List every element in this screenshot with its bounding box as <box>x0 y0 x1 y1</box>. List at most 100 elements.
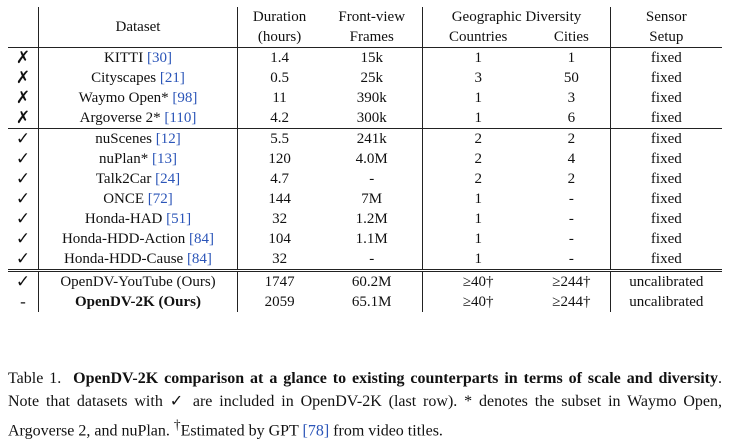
citation-link[interactable]: [21] <box>159 70 185 86</box>
duration-cell: 4.2 <box>237 108 322 129</box>
cities-cell: 50 <box>563 70 579 86</box>
countries-cell: 1 <box>422 209 534 229</box>
countries-cell: 3 <box>422 68 534 88</box>
mark-cell: ✓ <box>15 229 31 248</box>
frames-cell: 300k <box>356 110 387 126</box>
sensor-cell: uncalibrated <box>609 292 722 312</box>
countries-cell: 1 <box>422 88 534 108</box>
caption-text: . Note that datasets with <box>8 370 723 410</box>
duration-cell: 2059 <box>237 292 322 312</box>
duration-cell: 120 <box>237 149 322 169</box>
sensor-cell: fixed <box>609 88 722 108</box>
sensor-cell: fixed <box>609 128 722 149</box>
table-row: ✓ nuScenes [12] 5.5 241k 2 2 fixed <box>8 128 722 149</box>
mark-cell: ✗ <box>15 88 31 107</box>
citation-link[interactable]: [30] <box>146 50 172 66</box>
dataset-name: OpenDV-YouTube (Ours) <box>60 274 216 290</box>
cities-cell: 2 <box>567 171 576 187</box>
dataset-cell: Cityscapes [21] <box>38 68 238 88</box>
citation-link[interactable]: [84] <box>186 251 212 267</box>
duration-cell: 1747 <box>237 269 322 292</box>
countries-cell: 1 <box>422 249 534 271</box>
mark-header <box>8 7 39 48</box>
citation-link[interactable]: [84] <box>189 231 215 247</box>
dataset-name: Talk2Car <box>95 171 156 187</box>
citation-link[interactable]: [72] <box>147 191 173 207</box>
dataset-name: Argoverse 2* <box>79 110 165 126</box>
dataset-name: Honda-HDD-Action <box>61 231 190 247</box>
frames-cell: 1.2M <box>355 211 388 227</box>
header-frames: Front-view <box>338 9 406 25</box>
duration-cell: 0.5 <box>237 68 322 88</box>
header-row-1: Dataset Duration Front-view Geographic D… <box>8 7 722 48</box>
dataset-cell: nuPlan* [13] <box>38 149 238 169</box>
mark-cell: ✗ <box>15 68 31 87</box>
header-cities: Cities <box>553 29 589 45</box>
citation-link[interactable]: [98] <box>172 90 198 106</box>
countries-cell: 2 <box>422 169 534 189</box>
dataset-cell: Honda-HAD [51] <box>38 209 238 229</box>
cities-cell: - <box>568 251 574 267</box>
frames-cell: 4.0M <box>355 151 388 167</box>
cities-cell: 2 <box>533 128 611 149</box>
cities-cell: - <box>568 231 574 247</box>
sensor-cell: fixed <box>609 68 722 88</box>
countries-cell: ≥40† <box>422 269 534 292</box>
table-row: ✗ Cityscapes [21] 0.5 25k 3 50 fixed <box>8 68 722 88</box>
checkmark-symbol: ✓ <box>169 393 186 410</box>
mark-cell: ✓ <box>15 209 31 228</box>
citation-link[interactable]: [24] <box>155 171 181 187</box>
dataset-name: Waymo Open* <box>78 90 173 106</box>
sensor-cell: fixed <box>609 189 722 209</box>
caption-title: OpenDV-2K comparison at a glance to exis… <box>73 370 719 387</box>
header-sensor-sub: Setup <box>609 27 722 48</box>
caption-label: Table 1. <box>8 370 62 387</box>
sensor-cell: fixed <box>609 169 722 189</box>
citation-link[interactable]: [51] <box>166 211 192 227</box>
header-dataset: Dataset <box>38 7 238 48</box>
cities-cell: - <box>568 191 574 207</box>
header-sensor: Sensor <box>609 7 722 27</box>
citation-link[interactable]: [78] <box>302 422 330 440</box>
mark-cell: - <box>20 292 26 311</box>
header-duration-unit: (hours) <box>237 27 322 48</box>
countries-cell: 2 <box>422 128 534 149</box>
duration-cell: 11 <box>237 88 322 108</box>
mark-cell: ✗ <box>8 47 39 68</box>
table-row: ✓ OpenDV-YouTube (Ours) 1747 60.2M ≥40† … <box>8 269 722 292</box>
cities-cell: 1 <box>533 47 611 68</box>
dataset-cell: Honda-HDD-Cause [84] <box>38 249 238 271</box>
table-row: ✗ KITTI [30] 1.4 15k 1 1 fixed <box>8 47 722 68</box>
table-row: ✓ Honda-HAD [51] 32 1.2M 1 - fixed <box>8 209 722 229</box>
frames-cell: 65.1M <box>351 294 392 310</box>
countries-cell: 1 <box>422 47 534 68</box>
comparison-table: Dataset Duration Front-view Geographic D… <box>8 7 722 312</box>
dataset-name: Cityscapes <box>91 70 160 86</box>
countries-cell: 1 <box>422 229 534 249</box>
sensor-cell: fixed <box>609 249 722 271</box>
countries-cell: 1 <box>422 108 534 129</box>
frames-cell: 390k <box>356 90 387 106</box>
citation-link[interactable]: [12] <box>155 131 181 147</box>
dataset-name: ONCE <box>103 191 148 207</box>
cities-cell: 3 <box>567 90 576 106</box>
countries-cell: 1 <box>422 189 534 209</box>
frames-cell: 60.2M <box>321 269 423 292</box>
mark-cell: ✗ <box>15 108 31 127</box>
frames-cell: 25k <box>360 70 383 86</box>
duration-cell: 5.5 <box>237 128 322 149</box>
citation-link[interactable]: [110] <box>164 110 197 126</box>
duration-cell: 4.7 <box>237 169 322 189</box>
caption-text: from video titles. <box>329 422 443 440</box>
mark-cell: ✓ <box>8 128 39 149</box>
dataset-name: KITTI <box>104 50 147 66</box>
cities-cell: ≥244† <box>533 269 611 292</box>
dataset-cell: Waymo Open* [98] <box>38 88 238 108</box>
table-row: ✓ nuPlan* [13] 120 4.0M 2 4 fixed <box>8 149 722 169</box>
dataset-cell: ONCE [72] <box>38 189 238 209</box>
citation-link[interactable]: [13] <box>151 151 177 167</box>
dataset-name: Honda-HAD <box>84 211 167 227</box>
caption-text: are included in OpenDV-2K (last row). * … <box>8 393 723 440</box>
frames-cell: 1.1M <box>355 231 388 247</box>
duration-cell: 32 <box>237 209 322 229</box>
